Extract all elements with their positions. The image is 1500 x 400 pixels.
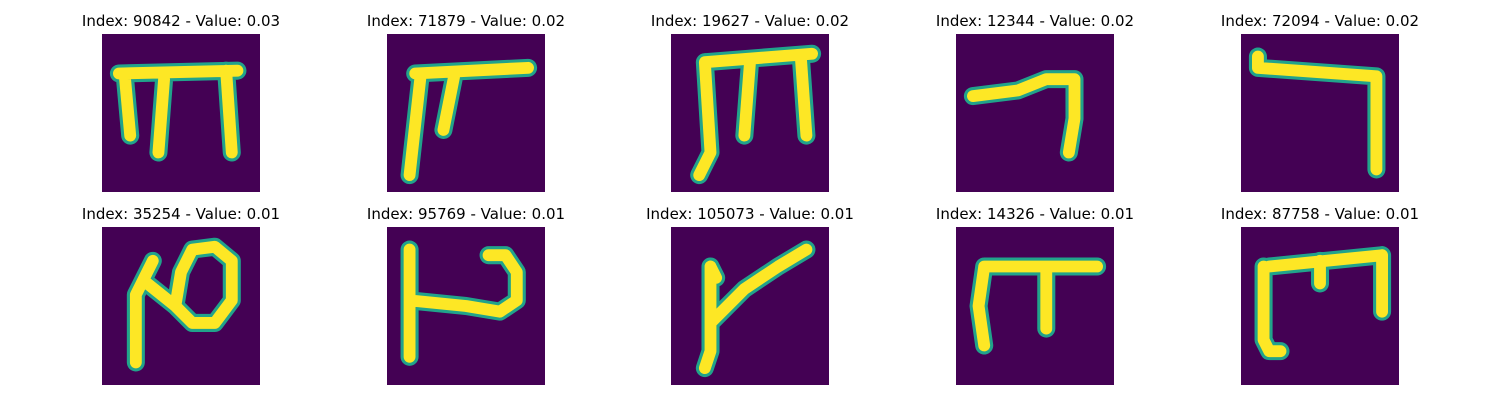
panel-title: Index: 72094 - Value: 0.02	[1220, 12, 1420, 30]
glyph-image	[671, 227, 829, 385]
glyph-stroke-core	[403, 243, 523, 363]
panel-title: Index: 95769 - Value: 0.01	[366, 205, 566, 223]
panel-title: Index: 35254 - Value: 0.01	[81, 205, 281, 223]
glyph-stroke-core	[113, 64, 244, 159]
glyph-image	[671, 34, 829, 192]
panel-title: Index: 19627 - Value: 0.02	[650, 12, 850, 30]
glyph-svg	[956, 34, 1114, 192]
glyph-svg	[387, 34, 545, 192]
glyph-svg	[387, 227, 545, 385]
glyph-svg	[102, 34, 260, 192]
glyph-image	[956, 34, 1114, 192]
panel-title: Index: 90842 - Value: 0.03	[81, 12, 281, 30]
glyph-image	[102, 34, 260, 192]
glyph-stroke-core	[129, 240, 238, 369]
glyph-stroke-core	[698, 243, 813, 374]
glyph-svg	[102, 227, 260, 385]
glyph-image	[387, 227, 545, 385]
glyph-svg	[1241, 34, 1399, 192]
glyph-stroke-core	[972, 260, 1103, 352]
panel-title: Index: 71879 - Value: 0.02	[366, 12, 566, 30]
glyph-stroke-core	[403, 61, 534, 181]
glyph-image	[387, 34, 545, 192]
glyph-svg	[956, 227, 1114, 385]
panel-title: Index: 87758 - Value: 0.01	[1220, 205, 1420, 223]
glyph-image	[956, 227, 1114, 385]
glyph-svg	[1241, 227, 1399, 385]
glyph-stroke-core	[1252, 50, 1383, 176]
glyph-stroke-core	[967, 73, 1081, 159]
glyph-svg	[671, 34, 829, 192]
panel-title: Index: 14326 - Value: 0.01	[935, 205, 1135, 223]
glyph-stroke-core	[1257, 249, 1388, 358]
glyph-image	[102, 227, 260, 385]
panel-title: Index: 12344 - Value: 0.02	[935, 12, 1135, 30]
glyph-stroke-core	[693, 47, 818, 181]
glyph-image	[1241, 34, 1399, 192]
glyph-image	[1241, 227, 1399, 385]
glyph-svg	[671, 227, 829, 385]
panel-title: Index: 105073 - Value: 0.01	[646, 205, 854, 223]
